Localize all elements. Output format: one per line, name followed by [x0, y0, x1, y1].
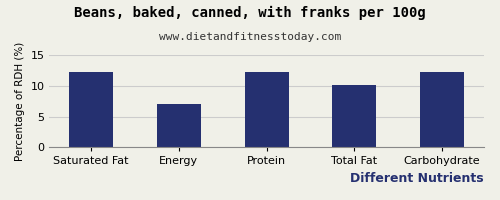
Bar [332, 85, 376, 147]
Bar [420, 72, 464, 147]
X-axis label: Different Nutrients: Different Nutrients [350, 172, 484, 185]
Text: www.dietandfitnesstoday.com: www.dietandfitnesstoday.com [159, 32, 341, 42]
Bar [244, 72, 288, 147]
Bar [69, 72, 113, 147]
Y-axis label: Percentage of RDH (%): Percentage of RDH (%) [15, 42, 25, 161]
Text: Beans, baked, canned, with franks per 100g: Beans, baked, canned, with franks per 10… [74, 6, 426, 20]
Bar [157, 104, 201, 147]
